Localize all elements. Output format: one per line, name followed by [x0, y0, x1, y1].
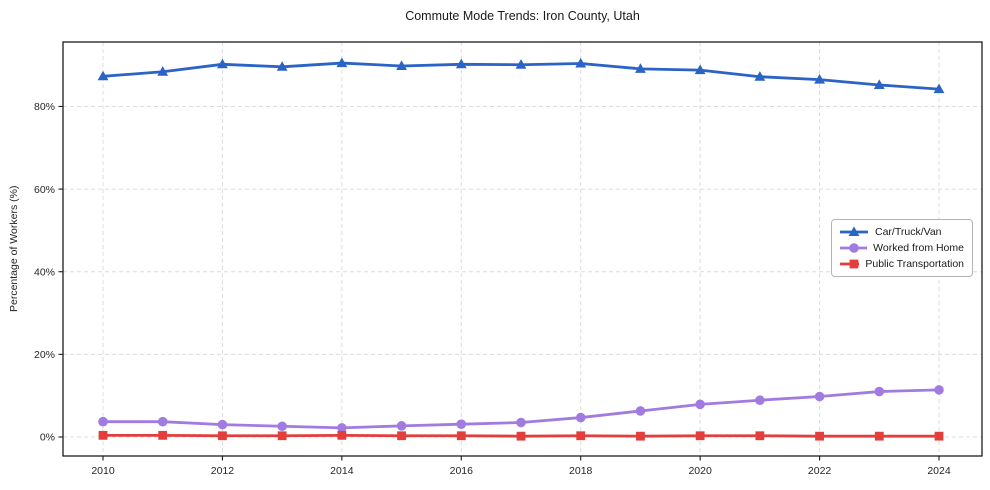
x-tick-label: 2018: [569, 465, 593, 477]
circle-marker: [396, 421, 407, 431]
triangle-marker: [635, 63, 646, 73]
x-tick-label: 2024: [927, 465, 951, 477]
legend-item-car-truck-van: Car/Truck/Van: [839, 226, 964, 238]
triangle-marker: [575, 57, 587, 68]
triangle-marker: [933, 83, 945, 94]
legend-item-public-transportation: Public Transportation: [839, 258, 964, 270]
circle-marker: [874, 386, 885, 397]
circle-marker: [934, 385, 944, 395]
square-marker: [218, 431, 227, 441]
triangle-marker: [848, 226, 860, 236]
y-tick-label: 80%: [34, 101, 55, 113]
triangle-marker: [455, 58, 467, 69]
triangle-marker: [814, 73, 825, 84]
circle-legend-icon: [840, 243, 868, 253]
triangle-marker: [336, 57, 348, 68]
circle-marker: [217, 419, 228, 430]
triangle-marker: [276, 61, 288, 71]
y-tick-label: 60%: [34, 184, 55, 196]
triangle-marker: [873, 79, 885, 89]
x-tick-label: 2020: [688, 465, 712, 477]
circle-marker: [337, 423, 347, 433]
triangle-marker: [97, 70, 109, 81]
y-tick-label: 20%: [34, 349, 55, 361]
series-worked-from-home: [98, 385, 944, 433]
square-marker: [98, 430, 108, 440]
square-marker: [849, 259, 859, 269]
x-tick-label: 2016: [450, 465, 474, 477]
square-marker: [397, 431, 406, 441]
circle-marker: [98, 416, 108, 427]
square-marker: [277, 431, 287, 441]
square-marker: [695, 431, 705, 441]
x-tick-label: 2022: [808, 465, 832, 477]
square-marker: [815, 431, 824, 441]
circle-marker: [849, 243, 859, 253]
series-public-transportation: [98, 430, 944, 441]
legend-label: Worked from Home: [873, 242, 964, 254]
square-marker: [755, 431, 765, 441]
legend-label: Car/Truck/Van: [875, 226, 942, 238]
plot-border: [62, 41, 983, 457]
circle-marker: [456, 419, 467, 429]
y-tick-label: 40%: [34, 266, 55, 278]
triangle-legend-icon: [840, 226, 868, 236]
triangle-marker: [515, 59, 527, 69]
circle-marker: [755, 395, 765, 406]
triangle-marker: [754, 71, 766, 81]
square-legend-icon: [840, 259, 860, 269]
square-marker: [874, 431, 884, 441]
square-marker: [934, 431, 944, 441]
triangle-marker: [396, 60, 407, 70]
square-marker: [158, 430, 168, 440]
square-marker: [516, 431, 526, 441]
square-marker: [456, 431, 466, 441]
chart-title: Commute Mode Trends: Iron County, Utah: [405, 9, 640, 23]
legend: Car/Truck/Van Worked from Home Public Tran…: [831, 219, 973, 277]
legend-label: Public Transportation: [865, 258, 964, 270]
square-marker: [576, 431, 586, 441]
legend-item-worked-from-home: Worked from Home: [839, 242, 964, 254]
circle-marker: [635, 406, 646, 416]
triangle-marker: [694, 64, 706, 75]
triangle-marker: [157, 66, 169, 76]
circle-marker: [277, 421, 287, 432]
circle-marker: [695, 399, 705, 410]
series-car-truck-van: [97, 57, 945, 94]
square-marker: [337, 430, 347, 440]
x-tick-label: 2012: [211, 465, 235, 477]
circle-marker: [814, 391, 825, 402]
y-tick-label: 0%: [40, 432, 55, 444]
square-marker: [636, 431, 645, 441]
circle-marker: [516, 417, 526, 428]
x-tick-label: 2014: [330, 465, 354, 477]
circle-marker: [575, 412, 586, 423]
triangle-marker: [217, 58, 228, 69]
x-tick-label: 2010: [91, 465, 115, 477]
circle-marker: [157, 416, 168, 427]
